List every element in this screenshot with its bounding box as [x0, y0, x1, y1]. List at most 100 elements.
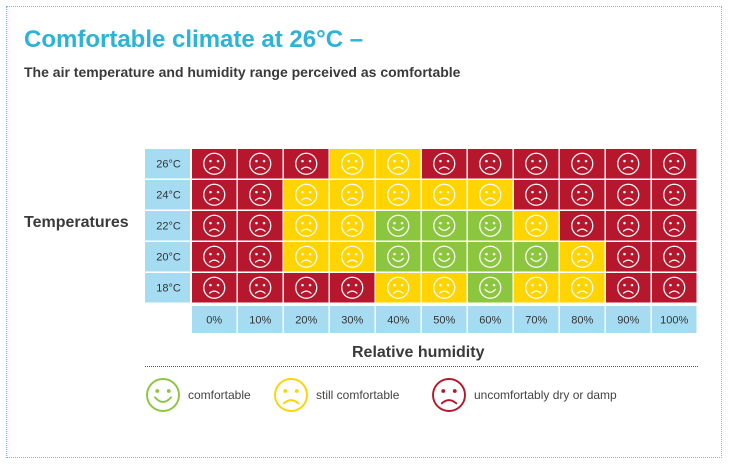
- heatmap-cell-r0-c9: [606, 149, 651, 179]
- heatmap-cell-r0-c7: [514, 149, 559, 179]
- face-icon-r0-c3: [341, 152, 364, 175]
- face-icon-r4-c6: [479, 276, 502, 299]
- heatmap-cell-r1-c5: [422, 180, 467, 210]
- heatmap-cell-r3-c0: [192, 242, 237, 272]
- face-icon-r3-c9: [617, 245, 640, 268]
- y-tick-cell-1: [145, 180, 190, 210]
- heatmap-cell-r0-c1: [238, 149, 283, 179]
- face-icon-r2-c3: [341, 214, 364, 237]
- legend-divider: [145, 366, 698, 367]
- heatmap-cell-r1-c8: [560, 180, 605, 210]
- face-icon-r2-c1: [249, 214, 272, 237]
- face-icon-r0-c7: [525, 152, 548, 175]
- legend-comfortable-icon: [146, 378, 180, 412]
- face-icon-r2-c7: [525, 214, 548, 237]
- heatmap-cell-r1-c7: [514, 180, 559, 210]
- face-icon-r4-c2: [295, 276, 318, 299]
- face-icon-r2-c2: [295, 214, 318, 237]
- heatmap-cell-r4-c3: [330, 273, 375, 303]
- face-icon-r0-c4: [387, 152, 410, 175]
- legend-still-comfortable-icon: [274, 378, 308, 412]
- face-icon-r4-c4: [387, 276, 410, 299]
- face-icon-r4-c0: [203, 276, 226, 299]
- x-tick-label-4: 40%: [387, 315, 409, 327]
- heatmap-cell-r4-c10: [652, 273, 697, 303]
- x-tick-cell-3: [330, 306, 375, 333]
- y-tick-cell-0: [145, 149, 190, 179]
- face-icon-r3-c10: [663, 245, 686, 268]
- heatmap-cell-r2-c10: [652, 211, 697, 241]
- x-tick-cell-8: [560, 306, 605, 333]
- face-icon-r1-c8: [571, 183, 594, 206]
- heatmap-cell-r0-c4: [376, 149, 421, 179]
- heatmap-cell-r2-c6: [468, 211, 513, 241]
- heatmap-cell-r0-c10: [652, 149, 697, 179]
- heatmap-cell-r3-c4: [376, 242, 421, 272]
- face-icon-r2-c8: [571, 214, 594, 237]
- heatmap-cell-r2-c9: [606, 211, 651, 241]
- heatmap-cell-r0-c8: [560, 149, 605, 179]
- y-tick-label-1: 24°C: [156, 190, 181, 202]
- heatmap-cell-r1-c10: [652, 180, 697, 210]
- face-icon-r0-c9: [617, 152, 640, 175]
- heatmap-cell-r3-c6: [468, 242, 513, 272]
- face-icon-r4-c5: [433, 276, 456, 299]
- y-axis-label: Temperatures: [24, 214, 129, 231]
- legend-uncomfortable-icon: [432, 378, 466, 412]
- x-tick-label-8: 80%: [571, 315, 593, 327]
- x-tick-cell-0: [192, 306, 237, 333]
- legend-item-still-comfortable: still comfortable: [272, 376, 399, 414]
- heatmap-cell-r3-c10: [652, 242, 697, 272]
- face-icon-r3-c0: [203, 245, 226, 268]
- y-tick-cell-2: [145, 211, 190, 241]
- x-tick-cell-2: [284, 306, 329, 333]
- heatmap-cell-r0-c0: [192, 149, 237, 179]
- heatmap-cell-r3-c2: [284, 242, 329, 272]
- heatmap-cell-r1-c1: [238, 180, 283, 210]
- y-tick-label-3: 20°C: [156, 252, 181, 264]
- heatmap-cell-r2-c3: [330, 211, 375, 241]
- heatmap-cell-r0-c5: [422, 149, 467, 179]
- x-tick-label-5: 50%: [433, 315, 455, 327]
- face-icon-r3-c8: [571, 245, 594, 268]
- x-tick-label-3: 30%: [341, 315, 363, 327]
- y-tick-cell-3: [145, 242, 190, 272]
- x-tick-label-1: 10%: [249, 315, 271, 327]
- heatmap-cell-r1-c9: [606, 180, 651, 210]
- face-icon-r2-c9: [617, 214, 640, 237]
- legend-label-uncomfortable: uncomfortably dry or damp: [474, 388, 617, 402]
- face-icon-r1-c1: [249, 183, 272, 206]
- heatmap-cell-r2-c2: [284, 211, 329, 241]
- legend-label-comfortable: comfortable: [188, 388, 251, 402]
- chart-frame: [6, 6, 722, 458]
- face-icon-r1-c7: [525, 183, 548, 206]
- face-icon-r3-c7: [525, 245, 548, 268]
- x-tick-label-0: 0%: [206, 315, 222, 327]
- x-tick-cell-4: [376, 306, 421, 333]
- legend-item-comfortable: comfortable: [144, 376, 251, 414]
- heatmap-cell-r4-c8: [560, 273, 605, 303]
- heatmap-cell-r4-c5: [422, 273, 467, 303]
- face-icon-r0-c0: [203, 152, 226, 175]
- face-icon-r1-c0: [203, 183, 226, 206]
- chart-title: Comfortable climate at 26°C –: [24, 26, 364, 53]
- face-icon-r2-c4: [387, 214, 410, 237]
- face-icon-r0-c6: [479, 152, 502, 175]
- face-icon-r4-c3: [341, 276, 364, 299]
- face-icon-r3-c6: [479, 245, 502, 268]
- x-tick-cell-5: [422, 306, 467, 333]
- legend-still-comfortable-icon-face: [274, 378, 308, 412]
- comfort-heatmap: 26°C 24°C 22°C 20°C 18°C 0% 10% 20% 30% 40% 50% 60%…: [145, 149, 697, 333]
- face-icon-r3-c1: [249, 245, 272, 268]
- face-icon-r2-c10: [663, 214, 686, 237]
- legend-label-still-comfortable: still comfortable: [316, 388, 400, 402]
- y-tick-label-2: 22°C: [156, 221, 181, 233]
- heatmap-cell-r3-c8: [560, 242, 605, 272]
- heatmap-cell-r1-c6: [468, 180, 513, 210]
- heatmap-cell-r0-c2: [284, 149, 329, 179]
- face-icon-r1-c5: [433, 183, 456, 206]
- heatmap-cell-r1-c2: [284, 180, 329, 210]
- x-tick-label-7: 70%: [525, 315, 547, 327]
- face-icon-r3-c2: [295, 245, 318, 268]
- x-tick-label-2: 20%: [295, 315, 317, 327]
